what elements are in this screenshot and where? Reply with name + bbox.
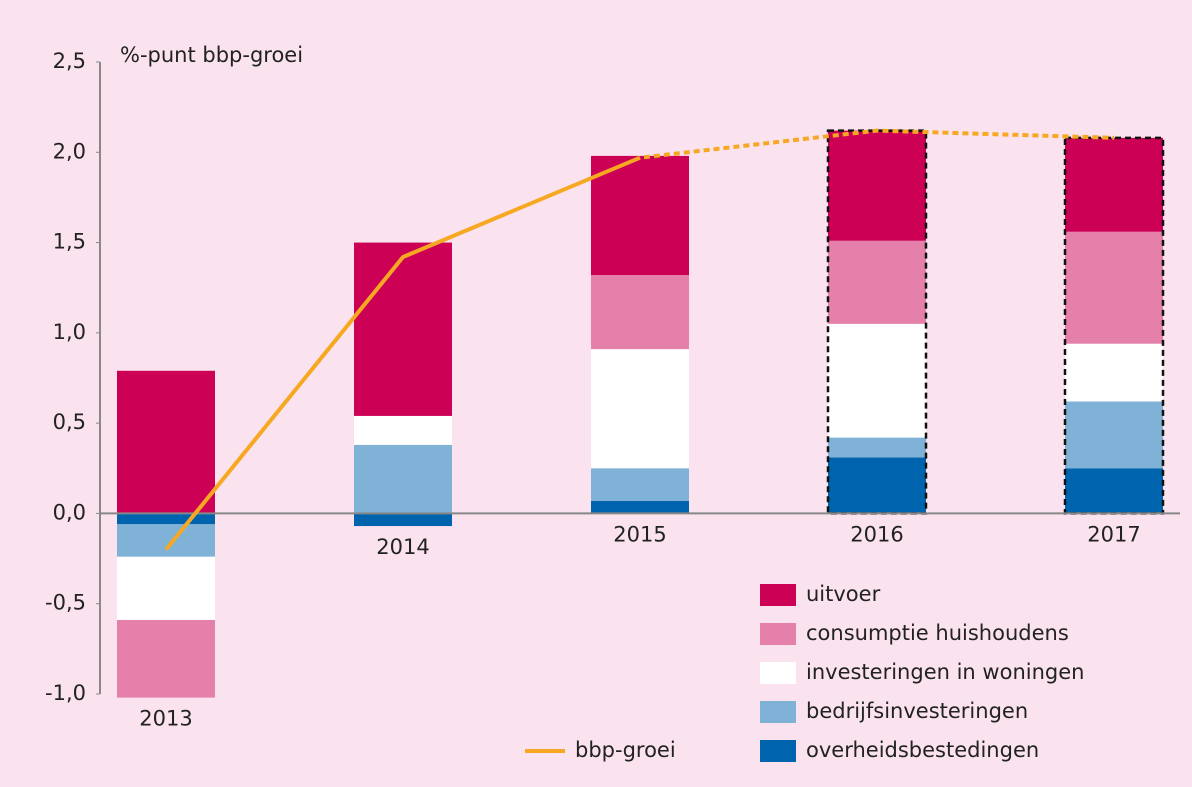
legend-label: investeringen in woningen (806, 660, 1084, 684)
y-tick-label: 0,0 (53, 500, 86, 524)
y-tick-label: -1,0 (45, 681, 86, 705)
bar-segment (1065, 468, 1163, 514)
y-axis-label: %-punt bbp-groei (120, 43, 303, 67)
bar-segment (591, 155, 689, 276)
y-tick-label: 1,0 (53, 320, 86, 344)
forecast-outline (826, 129, 928, 515)
bar-segment (117, 524, 215, 557)
legend-swatch (760, 584, 796, 606)
y-tick-label: 2,0 (53, 139, 86, 163)
y-tick-label: 1,5 (53, 230, 86, 254)
bar-segment (1065, 401, 1163, 469)
bar-segment (828, 323, 926, 438)
bar-segment (354, 444, 452, 514)
bar-segment (354, 415, 452, 445)
bar-segment (828, 240, 926, 324)
bar-segment (591, 349, 689, 469)
bar-segment (117, 513, 215, 525)
legend-swatch (760, 740, 796, 762)
bar-segment (117, 619, 215, 698)
bar-segment (828, 130, 926, 241)
x-tick-label: 2014 (376, 535, 429, 559)
bar-segment (1065, 343, 1163, 402)
line (164, 128, 1115, 551)
y-tick-label: 0,5 (53, 410, 86, 434)
legend-label: bedrijfsinvesteringen (806, 699, 1028, 723)
legend-swatch (760, 623, 796, 645)
bar-segment (354, 242, 452, 416)
legend-label: overheidsbestedingen (806, 738, 1039, 762)
x-tick-label: 2013 (139, 707, 192, 731)
bar-segment (828, 457, 926, 514)
x-tick-label: 2016 (850, 522, 903, 546)
bar-segment (1065, 137, 1163, 232)
bar-segment (1065, 231, 1163, 344)
x-tick-label: 2015 (613, 522, 666, 546)
bar-segment (591, 275, 689, 350)
bar-segment (828, 437, 926, 458)
y-tick-label: 2,5 (53, 49, 86, 73)
bar-segment (117, 556, 215, 620)
legend-label: uitvoer (806, 582, 881, 606)
bar-segment (591, 468, 689, 501)
bar-segment (354, 513, 452, 527)
legend-swatch (760, 701, 796, 723)
y-tick-label: -0,5 (45, 591, 86, 615)
bar-segment (591, 500, 689, 514)
legend-swatch (760, 662, 796, 684)
legend-label: bbp-groei (575, 738, 676, 762)
bar-segment (117, 370, 215, 514)
legend-label: consumptie huishoudens (806, 621, 1069, 645)
x-tick-label: 2017 (1087, 522, 1140, 546)
